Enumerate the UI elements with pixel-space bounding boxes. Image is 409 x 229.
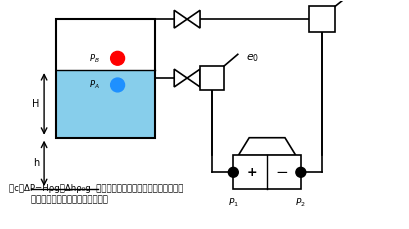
Bar	[56, 19, 155, 138]
Bar	[56, 70, 155, 138]
Text: $P_B$: $P_B$	[89, 52, 99, 65]
Text: +: +	[246, 166, 257, 179]
Text: $P_1$: $P_1$	[227, 197, 238, 210]
Bar	[308, 6, 334, 32]
Text: 隔离液或冷凝液，需零点负迁移）: 隔离液或冷凝液，需零点负迁移）	[9, 195, 108, 204]
Text: $P_A$: $P_A$	[89, 79, 99, 91]
Text: （c）ΔP=Hρg－Δhρ₀g  （变送器低于液位零点，且导压管内有: （c）ΔP=Hρg－Δhρ₀g （变送器低于液位零点，且导压管内有	[9, 184, 183, 193]
Circle shape	[110, 78, 124, 92]
Polygon shape	[174, 10, 187, 28]
Bar	[200, 66, 223, 90]
Polygon shape	[174, 69, 187, 87]
Text: h: h	[33, 158, 39, 168]
Polygon shape	[187, 69, 200, 87]
Bar	[233, 155, 300, 189]
Text: −: −	[275, 165, 288, 180]
Circle shape	[295, 167, 305, 177]
Circle shape	[228, 167, 238, 177]
Polygon shape	[187, 10, 200, 28]
Polygon shape	[238, 138, 295, 155]
Text: $e_0$: $e_0$	[245, 52, 258, 64]
Circle shape	[110, 51, 124, 65]
Text: H: H	[32, 99, 40, 109]
Text: $P_2$: $P_2$	[295, 197, 306, 210]
